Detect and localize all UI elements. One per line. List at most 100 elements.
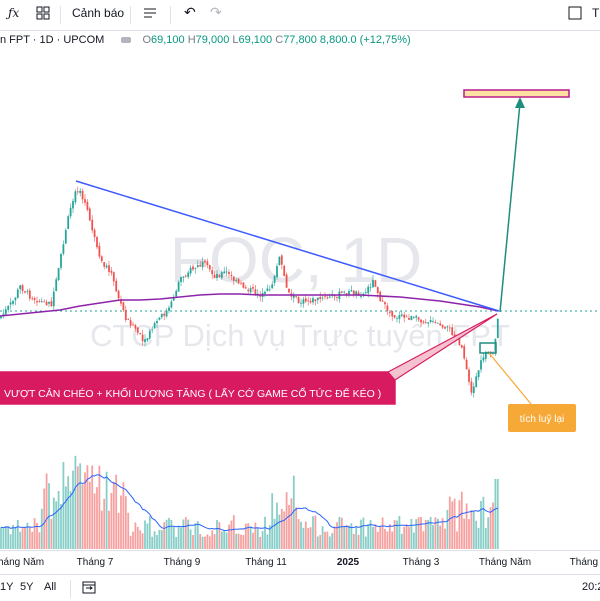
volume-bar [187, 519, 190, 549]
candle-body [160, 313, 163, 318]
volume-bar [278, 514, 281, 549]
price-target-zone[interactable] [463, 89, 570, 98]
candle-body [355, 291, 358, 295]
volume-bar [88, 481, 91, 549]
volume-bar [271, 493, 274, 549]
volume-bar [117, 512, 120, 549]
breakout-callout-box[interactable] [0, 371, 396, 405]
volume-bar [444, 528, 446, 549]
accumulation-box[interactable] [479, 342, 497, 354]
alert-button[interactable]: Cảnh báo [72, 6, 125, 20]
volume-bar [230, 520, 233, 549]
fullscreen-icon[interactable] [568, 6, 582, 23]
range-5y-button[interactable]: 5Y [20, 581, 34, 593]
volume-bar [98, 465, 101, 549]
calendar-range-icon[interactable] [82, 580, 96, 597]
candle-body [93, 229, 96, 238]
candle-body [283, 265, 286, 276]
volume-bar [112, 481, 115, 549]
candle-body [196, 265, 199, 268]
candle-body [484, 351, 487, 359]
candle-body [439, 323, 442, 326]
volume-bar [422, 531, 425, 549]
descending-trendline[interactable] [75, 180, 500, 312]
candle-body [444, 326, 446, 329]
volume-bar [379, 525, 382, 549]
volume-bar [2, 527, 5, 549]
volume-bar [192, 535, 194, 549]
candle-body [206, 261, 209, 266]
redo-icon[interactable]: ↷ [210, 4, 222, 20]
candle-body [264, 291, 266, 294]
layout-grid-icon[interactable] [36, 6, 50, 23]
ohlc-legend: n FPT · 1D · UPCOM O69,100 H79,000 L69,1… [0, 34, 411, 54]
toolbar-divider [170, 6, 171, 24]
candle-body [55, 279, 58, 292]
candle-body [146, 338, 149, 341]
low-value: 69,100 [238, 34, 273, 46]
volume-bar [16, 519, 19, 549]
candle-body [165, 310, 168, 317]
time-axis[interactable]: Tháng Năm Tháng 7 Tháng 9 Tháng 11 2025 … [0, 550, 600, 575]
candle-body [88, 208, 91, 221]
function-icon[interactable]: ƒx [8, 6, 20, 20]
candle-body [235, 279, 238, 281]
volume-bar [76, 466, 79, 549]
replay-icon[interactable] [143, 6, 157, 23]
volume-bar [352, 533, 355, 549]
candle-body [112, 272, 115, 282]
toolbar-right-label[interactable]: T [592, 6, 600, 20]
volume-bar [405, 524, 408, 549]
candle-body [132, 324, 134, 326]
volume-bar [124, 496, 127, 549]
volume-bar [340, 517, 343, 549]
volume-bar [427, 519, 430, 549]
volume-bar [420, 516, 422, 549]
volume-bar [463, 518, 466, 549]
volume-bar [388, 524, 391, 549]
candle-body [139, 333, 142, 335]
volume-bar [218, 522, 221, 549]
volume-bar [165, 519, 168, 549]
candle-body [328, 296, 331, 298]
volume-bar [312, 516, 314, 549]
price-chart[interactable]: FOC, 1D CTCP Dịch vụ Trực tuyến FPT VƯỢT… [0, 56, 600, 550]
breakout-callout-text: VƯỢT CẢN CHÉO + KHỐI LƯỢNG TĂNG ( LẤY CỚ… [4, 386, 381, 400]
volume-bar [211, 530, 214, 549]
low-label: L [232, 34, 239, 46]
candle-body [424, 322, 427, 323]
x-tick-label: Tháng Năm [0, 557, 45, 568]
collapse-icon[interactable] [121, 37, 132, 43]
x-tick-label: Tháng 7 [569, 557, 600, 568]
range-all-button[interactable]: All [44, 581, 57, 593]
candle-body [7, 305, 10, 310]
volume-bar [50, 518, 53, 549]
volume-bar [55, 501, 58, 549]
undo-icon[interactable]: ↶ [184, 4, 196, 20]
candle-body [117, 290, 120, 299]
accumulation-note-box[interactable] [508, 404, 576, 432]
volume-bar [321, 526, 324, 549]
volume-bar [336, 522, 338, 549]
volume-bar [60, 504, 62, 549]
volume-bar [403, 526, 406, 549]
volume-bar [64, 486, 67, 549]
candle-body [254, 289, 257, 295]
candle-body [228, 272, 230, 275]
candle-body [369, 287, 372, 289]
volume-bar [273, 518, 276, 549]
volume-bar [242, 534, 245, 549]
volume-bar [225, 532, 228, 549]
candle-body [98, 245, 101, 257]
range-1y-button[interactable]: 1Y [0, 581, 14, 593]
candle-body [218, 275, 221, 278]
volume-bar [391, 531, 394, 549]
volume-bar [477, 527, 480, 549]
candle-body [225, 271, 228, 273]
volume-bar [132, 531, 134, 549]
volume-bar [223, 530, 226, 549]
symbol-title[interactable]: n FPT · 1D · UPCOM [0, 34, 105, 46]
candle-body [26, 290, 29, 292]
candle-body [412, 317, 415, 318]
candle-body [240, 282, 242, 284]
